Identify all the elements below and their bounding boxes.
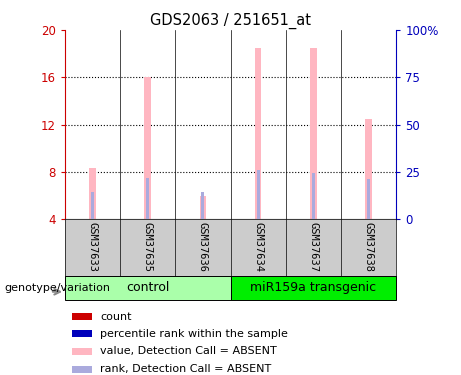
Text: control: control bbox=[126, 281, 169, 294]
Text: miR159a transgenic: miR159a transgenic bbox=[250, 281, 377, 294]
Bar bbox=[312, 173, 315, 219]
Text: GSM37634: GSM37634 bbox=[253, 222, 263, 272]
Text: GSM37635: GSM37635 bbox=[142, 222, 153, 272]
Text: rank, Detection Call = ABSENT: rank, Detection Call = ABSENT bbox=[100, 364, 272, 374]
Text: genotype/variation: genotype/variation bbox=[5, 283, 111, 292]
Text: count: count bbox=[100, 312, 132, 322]
Bar bbox=[367, 179, 371, 219]
Text: GSM37637: GSM37637 bbox=[308, 222, 319, 272]
Bar bbox=[146, 178, 149, 219]
Text: GSM37636: GSM37636 bbox=[198, 222, 208, 272]
Bar bbox=[89, 168, 95, 219]
Text: percentile rank within the sample: percentile rank within the sample bbox=[100, 328, 288, 339]
Text: GSM37638: GSM37638 bbox=[364, 222, 374, 272]
Bar bbox=[201, 192, 205, 219]
Bar bbox=[65, 276, 230, 300]
Bar bbox=[72, 330, 92, 337]
Bar bbox=[200, 196, 206, 219]
Bar bbox=[256, 170, 260, 219]
Bar bbox=[366, 119, 372, 219]
Bar bbox=[90, 192, 94, 219]
Bar bbox=[72, 313, 92, 320]
Bar bbox=[72, 348, 92, 355]
Bar bbox=[144, 77, 151, 219]
Bar bbox=[255, 48, 261, 219]
Text: GDS2063 / 251651_at: GDS2063 / 251651_at bbox=[150, 13, 311, 29]
Text: GSM37633: GSM37633 bbox=[87, 222, 97, 272]
Bar bbox=[310, 48, 317, 219]
Bar bbox=[230, 276, 396, 300]
Bar bbox=[72, 366, 92, 373]
Text: value, Detection Call = ABSENT: value, Detection Call = ABSENT bbox=[100, 346, 277, 357]
